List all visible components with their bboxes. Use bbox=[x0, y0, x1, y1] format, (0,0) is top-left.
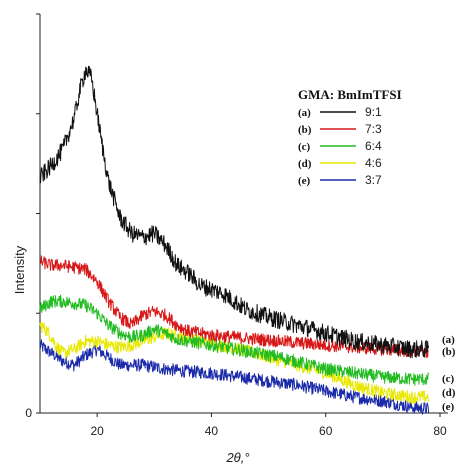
legend-ratio: 4:6 bbox=[365, 156, 382, 170]
x-tick-label: 60 bbox=[319, 424, 333, 438]
legend-ratio: 9:1 bbox=[365, 105, 382, 119]
x-tick-label: 40 bbox=[205, 424, 219, 438]
legend-key: (a) bbox=[298, 107, 311, 119]
legend-ratio: 6:4 bbox=[365, 139, 382, 153]
y-ticks: 0 bbox=[25, 14, 40, 420]
x-tick-label: 20 bbox=[90, 424, 104, 438]
legend: GMA: BmImTFSI (a) 9:1 (b) 7:3 (c) 6:4 (d) 4:6 (e… bbox=[298, 87, 402, 187]
legend-title: GMA: BmImTFSI bbox=[298, 87, 402, 102]
legend-key: (e) bbox=[298, 175, 311, 187]
legend-ratio: 7:3 bbox=[365, 122, 382, 136]
x-ticks: 20 40 60 80 bbox=[90, 413, 447, 438]
legend-key: (d) bbox=[298, 158, 312, 170]
legend-key: (b) bbox=[298, 124, 312, 136]
end-label: (a) bbox=[442, 334, 455, 346]
end-label: (c) bbox=[442, 373, 455, 385]
end-label: (b) bbox=[442, 346, 456, 358]
end-label: (d) bbox=[442, 387, 456, 399]
legend-ratio: 3:7 bbox=[365, 173, 382, 187]
end-labels: (a)(b) (c) (d) (e) bbox=[442, 334, 456, 413]
y-tick-label: 0 bbox=[25, 406, 32, 420]
x-axis-label: 2θ,° bbox=[225, 450, 249, 465]
legend-key: (c) bbox=[298, 141, 311, 153]
end-label: (e) bbox=[442, 401, 455, 413]
x-tick-label: 80 bbox=[433, 424, 447, 438]
y-axis-label: Intensity bbox=[12, 245, 27, 294]
